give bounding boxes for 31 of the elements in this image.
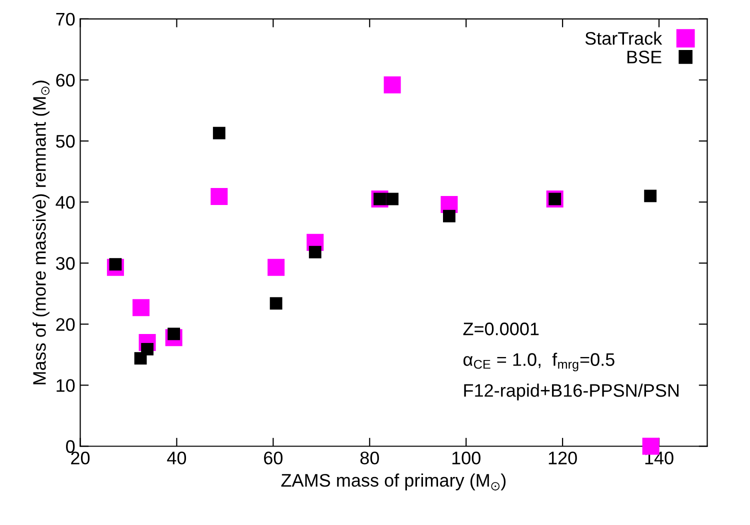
x-tick-label: 60 <box>264 452 283 464</box>
point <box>268 258 285 276</box>
point <box>270 297 282 310</box>
point <box>386 192 399 206</box>
y-tick-label: 10 <box>56 379 75 392</box>
y-tick-label: 0 <box>66 440 75 453</box>
x-tick-label: 120 <box>548 452 577 464</box>
legend-label: BSE <box>627 50 662 64</box>
x-tick-label: 80 <box>360 452 379 464</box>
point <box>384 76 401 94</box>
y-tick-label: 40 <box>56 196 75 209</box>
point <box>443 210 456 222</box>
y-tick-label: 70 <box>56 12 75 26</box>
y-tick-label: 20 <box>56 318 75 331</box>
point <box>644 190 657 202</box>
y-tick-label: 50 <box>56 134 75 148</box>
legend-label: StarTrack <box>585 32 662 45</box>
point <box>212 126 226 140</box>
point <box>210 188 228 206</box>
y-axis-title: Mass of (more massive) remnant (M$_{⊙}$) <box>32 80 50 384</box>
point <box>132 299 150 316</box>
x-tick-label: 100 <box>452 452 480 464</box>
x-tick-label: 20 <box>71 452 90 464</box>
x-tick-label: 40 <box>167 452 186 464</box>
point <box>308 246 322 258</box>
y-tick-label: 60 <box>56 74 75 87</box>
annotation: Z=0.0001 <box>463 322 539 336</box>
x-axis-title: ZAMS mass of primary (M$_{⊙}$) <box>281 474 506 490</box>
annotation: α$_{CE}$ = 1.0, f$_{mrg}$=0.5 <box>463 352 614 372</box>
annotation: F12-rapid+B16-PPSN/PSN <box>464 384 679 400</box>
y-tick-label: 30 <box>56 257 75 270</box>
